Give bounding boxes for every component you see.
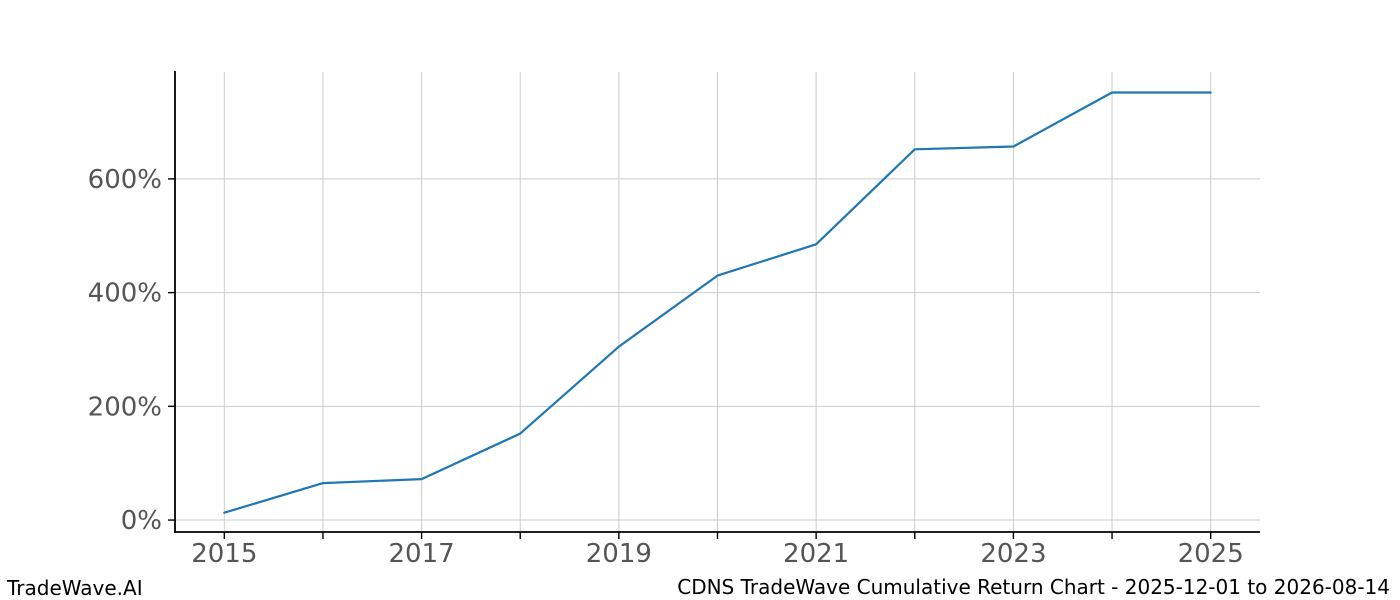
brand-watermark: TradeWave.AI (7, 576, 143, 600)
x-tick-labels: 2015 2017 2019 2021 2023 2025 (191, 539, 1244, 569)
x-tick-label: 2025 (1178, 539, 1244, 569)
x-tick-label: 2017 (389, 539, 455, 569)
x-tick-label: 2015 (191, 539, 257, 569)
x-tick-label: 2019 (586, 539, 652, 569)
y-tick-labels: 0% 200% 400% 600% (88, 165, 162, 536)
tick-marks (168, 178, 1212, 539)
y-tick-label: 600% (88, 165, 162, 195)
y-tick-label: 200% (88, 392, 162, 422)
grid-lines (175, 72, 1260, 532)
x-tick-label: 2023 (980, 539, 1046, 569)
return-line-series (223, 91, 1212, 514)
y-tick-label: 400% (88, 279, 162, 309)
x-tick-label: 2021 (783, 539, 849, 569)
y-tick-label: 0% (121, 506, 162, 536)
chart-title: CDNS TradeWave Cumulative Return Chart -… (677, 575, 1390, 599)
